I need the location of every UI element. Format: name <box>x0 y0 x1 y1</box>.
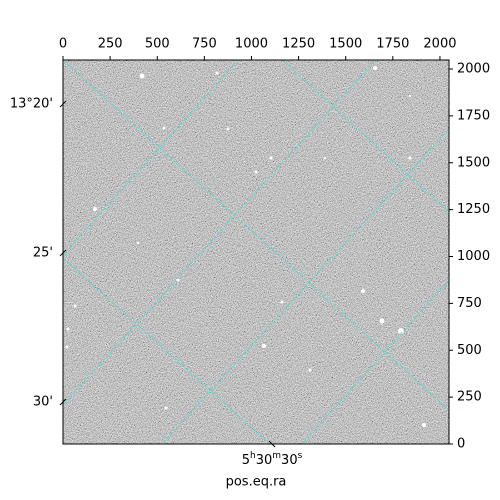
ra-tick-label: 5h30m30s <box>242 451 303 468</box>
y-tick-label: 500 <box>457 343 482 358</box>
y-tick-label: 1250 <box>457 202 490 217</box>
x-axis-label: pos.eq.ra <box>226 475 287 490</box>
y-tick-label: 0 <box>457 437 465 452</box>
sky-image <box>63 60 449 444</box>
dec-tick-label: 25' <box>33 245 53 260</box>
dec-tick <box>59 398 67 406</box>
y-tick-label: 750 <box>457 296 482 311</box>
dec-tick-label: 13°20' <box>10 97 53 112</box>
y-tick-label: 1000 <box>457 249 490 264</box>
x-tick-label: 750 <box>192 37 217 52</box>
x-tick-label: 500 <box>145 37 170 52</box>
dec-tick <box>59 100 67 108</box>
y-tick-label: 250 <box>457 390 482 405</box>
x-tick-label: 1750 <box>376 37 409 52</box>
ra-tick <box>268 440 276 448</box>
x-tick-label: 250 <box>98 37 123 52</box>
stars <box>65 66 426 427</box>
dec-tick <box>59 249 67 257</box>
coordinate-grid <box>63 60 449 444</box>
y-tick-label: 2000 <box>457 62 490 77</box>
x-tick-label: 1000 <box>235 37 268 52</box>
x-tick-label: 1500 <box>329 37 362 52</box>
y-tick-label: 1500 <box>457 155 490 170</box>
dec-tick-label: 30' <box>33 395 53 410</box>
frame <box>62 59 450 445</box>
x-tick-label: 1250 <box>282 37 315 52</box>
x-tick-label: 2000 <box>423 37 456 52</box>
x-tick-label: 0 <box>59 37 67 52</box>
y-tick-label: 1750 <box>457 108 490 123</box>
